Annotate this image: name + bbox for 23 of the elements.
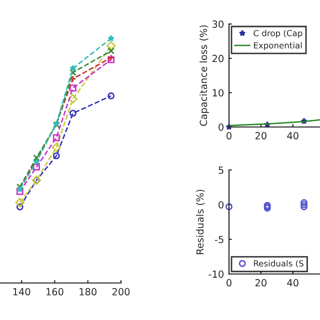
- x-tick-label: 140: [13, 288, 30, 296]
- y-axis-title: Capacitance loss (%): [200, 25, 209, 126]
- x-tick-label: 40: [287, 132, 298, 140]
- x-tick-label: 160: [46, 288, 64, 296]
- y-tick-label: 20: [212, 54, 224, 62]
- x-tick-label: 40: [287, 279, 298, 286]
- x-tick-label: 0: [226, 132, 232, 140]
- y-tick-label: 5: [218, 166, 224, 174]
- legend-label: Exponential: [254, 42, 302, 50]
- y-tick-label: -5: [214, 236, 224, 244]
- legend-label: Residuals (S: [254, 260, 304, 268]
- x-tick-label: 200: [112, 288, 130, 296]
- y-tick-label: 10: [212, 89, 224, 96]
- y-tick-label: 0: [218, 123, 224, 131]
- y-tick-label: -10: [208, 270, 224, 278]
- y-tick-label: 30: [212, 20, 224, 28]
- x-tick-label: 0: [226, 279, 232, 286]
- x-tick-label: 20: [255, 279, 266, 286]
- y-axis-title: Residuals (%): [196, 190, 205, 254]
- y-tick-label: 0: [218, 201, 224, 208]
- legend-label: C drop (Cap: [254, 30, 302, 38]
- x-tick-label: 20: [255, 132, 266, 140]
- x-tick-label: 180: [80, 288, 96, 296]
